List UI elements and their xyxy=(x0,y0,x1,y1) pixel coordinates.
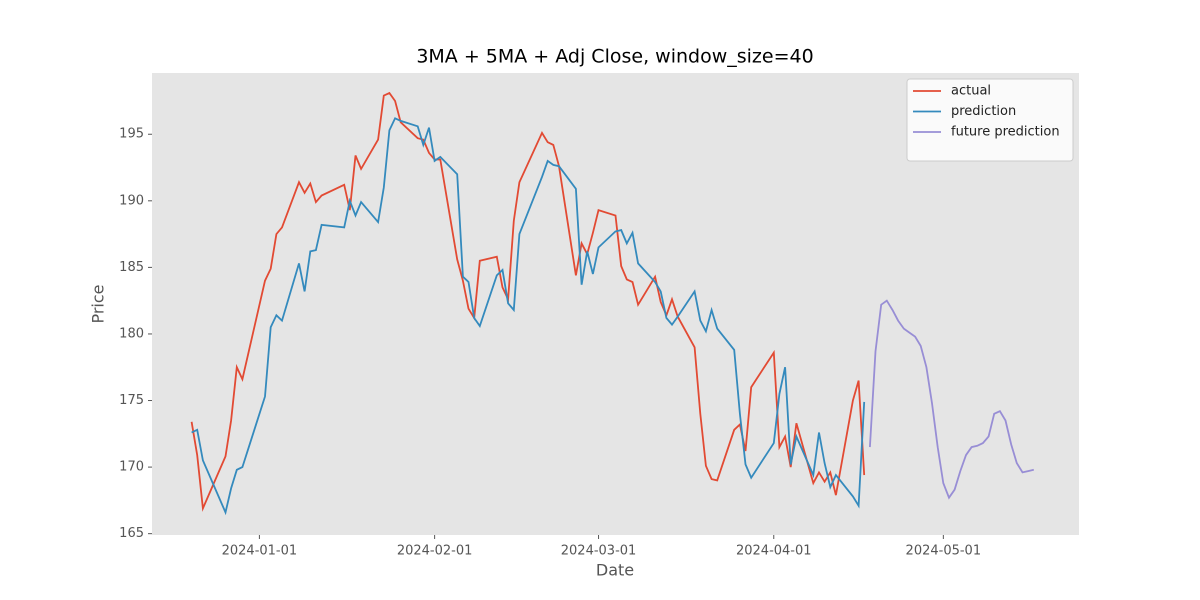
series-line xyxy=(190,91,866,512)
legend-label: future prediction xyxy=(951,125,1060,140)
y-tick-label: 165 xyxy=(119,526,144,541)
y-tick-label: 170 xyxy=(119,460,144,475)
y-tick-label: 175 xyxy=(119,393,144,408)
y-tick-label: 190 xyxy=(119,193,144,208)
chart-title: 3MA + 5MA + Adj Close, window_size=40 xyxy=(416,46,813,68)
y-tick-label: 180 xyxy=(119,326,144,341)
x-tick-label: 2024-04-01 xyxy=(736,544,812,559)
x-tick-label: 2024-03-01 xyxy=(561,544,637,559)
y-axis-label: Price xyxy=(89,284,108,323)
y-tick-label: 185 xyxy=(119,260,144,275)
series-line xyxy=(191,117,866,516)
legend-box xyxy=(906,78,1074,162)
x-tick-label: 2024-01-01 xyxy=(222,544,298,559)
x-tick-label: 2024-02-01 xyxy=(397,544,473,559)
y-tick-label: 195 xyxy=(119,127,144,142)
series-line xyxy=(869,299,1035,500)
legend-label: actual xyxy=(951,84,991,99)
x-tick-label: 2024-05-01 xyxy=(906,544,982,559)
x-axis-label: Date xyxy=(596,561,634,580)
legend-label: prediction xyxy=(951,104,1016,119)
